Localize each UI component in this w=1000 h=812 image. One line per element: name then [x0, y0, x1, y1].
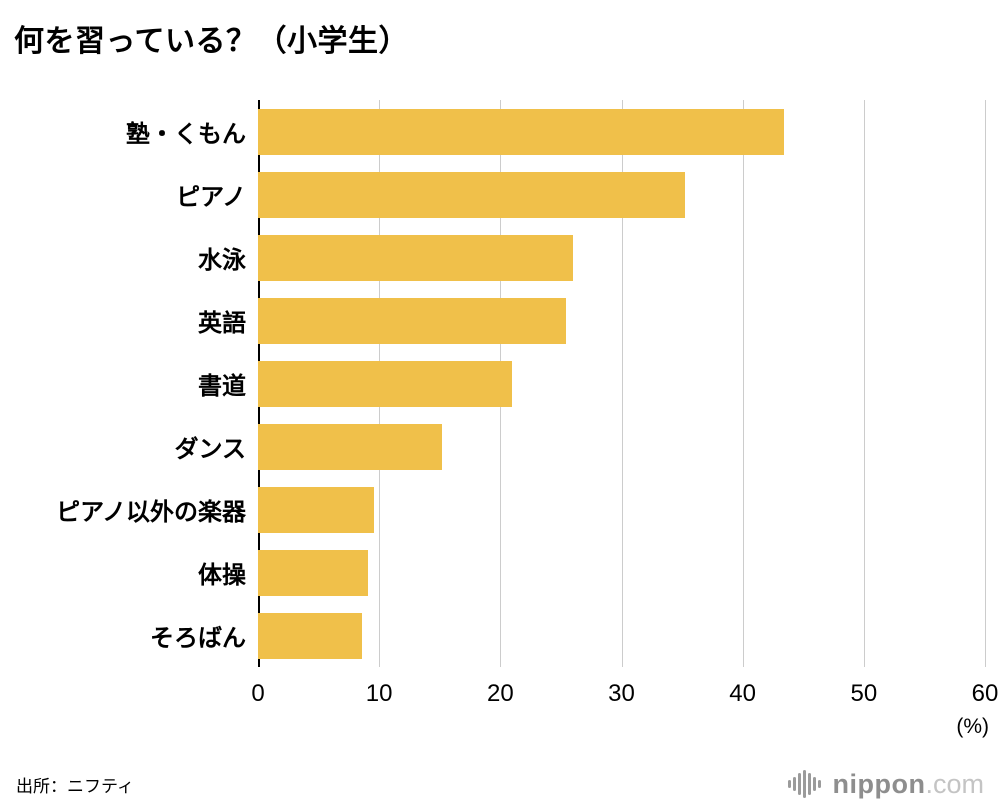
bar — [258, 486, 375, 533]
gridline — [742, 100, 744, 667]
chart-page: 何を習っている？（小学生） 塾・くもんピアノ水泳英語書道ダンスピアノ以外の楽器体… — [0, 16, 1000, 799]
nippon-logo: nippon.com — [787, 768, 984, 800]
bar — [258, 234, 574, 281]
gridline — [863, 100, 865, 667]
category-label: 英語 — [198, 310, 246, 337]
x-tick-label: 50 — [850, 680, 878, 707]
x-tick-label: 60 — [971, 680, 999, 707]
gridline — [985, 100, 986, 667]
footer: 出所：ニフティ nippon.com — [0, 768, 1000, 800]
bar-row: 書道 — [198, 352, 985, 415]
x-axis: (%) 0 10 20 30 40 50 60 — [251, 679, 998, 738]
category-label: 水泳 — [198, 247, 246, 274]
bar-chart: 塾・くもんピアノ水泳英語書道ダンスピアノ以外の楽器体操そろばん (%) 0 10 2… — [0, 100, 998, 738]
bar-row: 塾・くもん — [126, 100, 985, 163]
x-tick-label: 10 — [365, 680, 393, 707]
category-label: 書道 — [198, 373, 246, 400]
logo-text-suffix: .com — [925, 768, 984, 799]
bar — [258, 360, 513, 407]
bar — [258, 423, 443, 470]
category-label: そろばん — [150, 625, 246, 652]
bar-row: 英語 — [198, 289, 985, 352]
bar — [258, 297, 566, 344]
x-tick-label: 20 — [486, 680, 514, 707]
bar-row: そろばん — [150, 604, 985, 667]
axis-unit-label: (%) — [956, 715, 989, 738]
bar-row: 体操 — [198, 541, 985, 604]
gridline — [621, 100, 623, 667]
bar — [258, 108, 784, 155]
x-tick-label: 40 — [729, 680, 757, 707]
category-label: ピアノ以外の楽器 — [56, 499, 246, 526]
logo-text: nippon.com — [833, 769, 984, 800]
audio-wave-icon — [787, 770, 821, 798]
category-label: 塾・くもん — [126, 121, 246, 148]
logo-text-main: nippon — [832, 768, 926, 799]
bar-row: ピアノ — [176, 163, 985, 226]
bar — [258, 612, 363, 659]
bar-row: ダンス — [174, 415, 985, 478]
x-tick-label: 0 — [251, 680, 265, 707]
x-tick-label: 30 — [608, 680, 635, 707]
bar-row: ピアノ以外の楽器 — [56, 478, 985, 541]
bar — [258, 171, 685, 218]
category-label: ピアノ — [176, 184, 246, 211]
category-label: ダンス — [174, 436, 246, 463]
source-text: 出所：ニフティ — [16, 776, 134, 796]
bar-rows: 塾・くもんピアノ水泳英語書道ダンスピアノ以外の楽器体操そろばん — [56, 100, 985, 667]
bar — [258, 549, 369, 596]
chart-title: 何を習っている？（小学生） — [14, 25, 409, 58]
category-label: 体操 — [198, 562, 246, 589]
bar-row: 水泳 — [198, 226, 985, 289]
